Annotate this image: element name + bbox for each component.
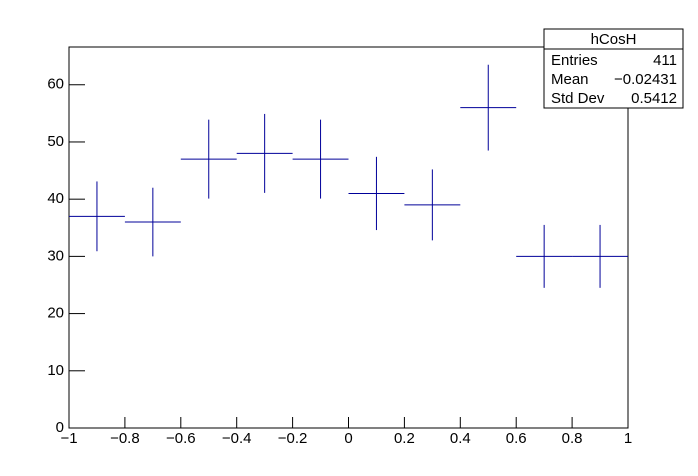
stats-box: hCosH Entries 411 Mean −0.02431 Std Dev … [543,28,684,109]
y-tick-label: 10 [47,362,64,379]
y-tick-label: 60 [47,76,64,93]
stats-value: −0.02431 [614,71,677,88]
stats-value: 411 [653,52,677,69]
y-tick-label: 0 [56,419,64,436]
x-tick-label: 0.6 [506,430,527,447]
stats-label: Entries [551,52,598,69]
x-tick-label: 0.8 [562,430,583,447]
stats-label: Std Dev [551,90,605,107]
x-tick-label: 0.4 [450,430,471,447]
x-tick-label: −0.6 [166,430,196,447]
x-tick-label: 0 [344,430,352,447]
x-tick-label: 1 [624,430,632,447]
x-tick-label: −0.2 [278,430,308,447]
x-tick-label: −1 [60,430,77,447]
y-tick-label: 50 [47,133,64,150]
x-tick-label: −0.4 [222,430,252,447]
stats-label: Mean [551,71,589,88]
y-tick-label: 40 [47,190,64,207]
x-tick-label: 0.2 [394,430,415,447]
x-tick-label: −0.8 [110,430,140,447]
stats-value: 0.5412 [631,90,677,107]
y-tick-label: 20 [47,305,64,322]
stats-frame [543,28,684,109]
stats-title: hCosH [591,31,637,48]
y-tick-label: 30 [47,247,64,264]
